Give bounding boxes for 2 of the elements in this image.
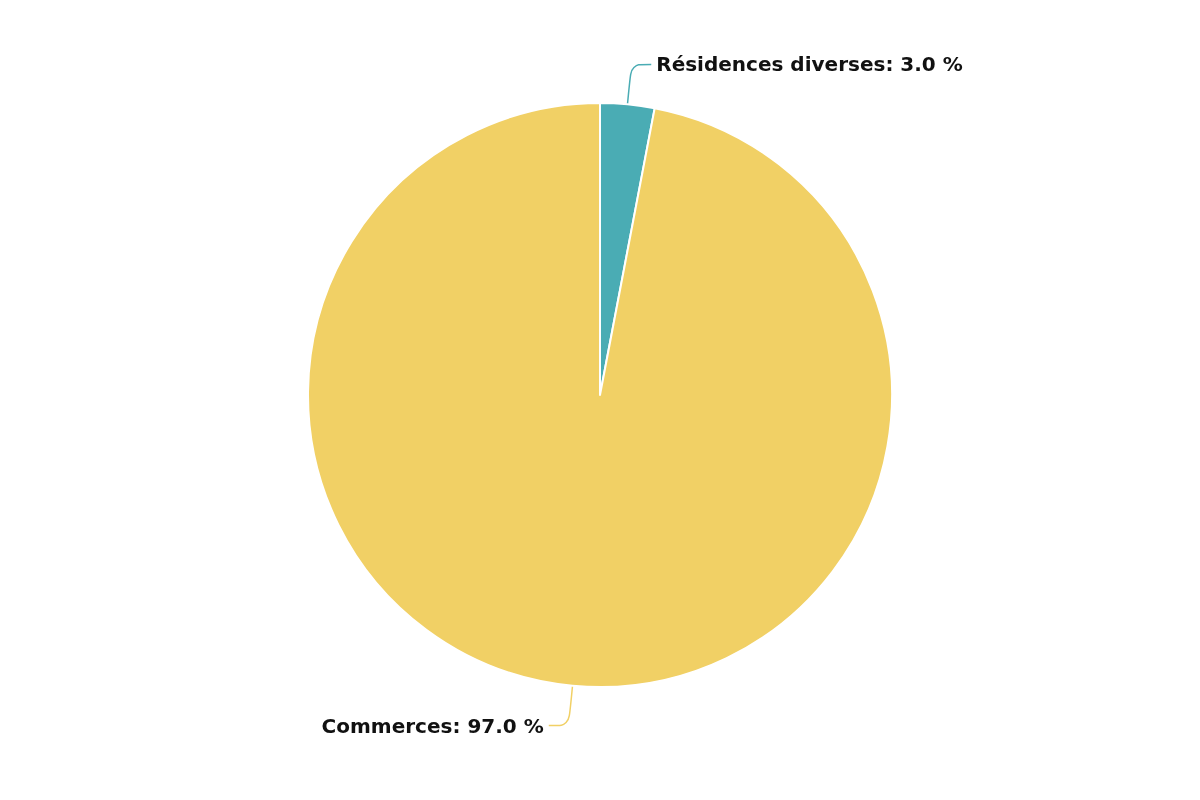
slice-label: Résidences diverses: 3.0 % bbox=[656, 52, 963, 77]
slice-label: Commerces: 97.0 % bbox=[321, 713, 544, 738]
